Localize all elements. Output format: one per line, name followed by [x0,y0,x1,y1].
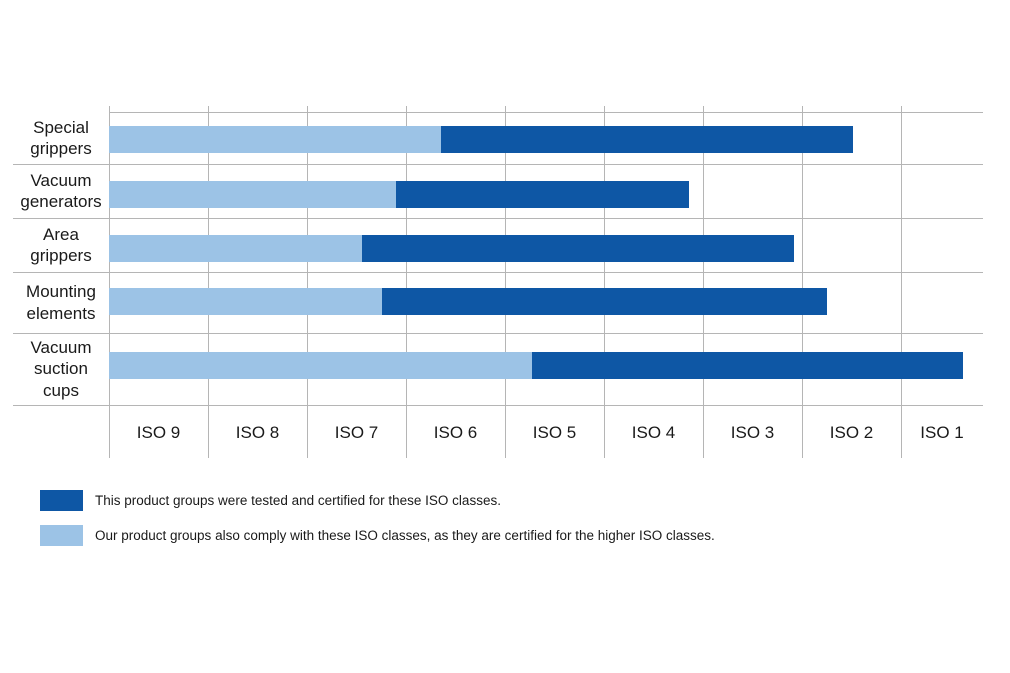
bar-comply-segment [109,288,383,315]
certified-color-swatch [40,489,83,511]
bar-comply-segment [109,235,363,262]
x-axis-line [13,405,983,406]
grid-vline [406,106,407,458]
category-label: Mounting elements [26,282,96,323]
grid-vline [703,106,704,458]
x-axis-label: ISO 4 [631,422,676,442]
legend-item: This product groups were tested and cert… [40,489,501,511]
grid-vline [208,106,209,458]
grid-vline [901,106,902,458]
bar-certified-segment [531,352,964,379]
legend-label: Our product groups also comply with thes… [95,527,715,543]
grid-vline [505,106,506,458]
x-axis-label: ISO 7 [334,422,379,442]
x-axis-label: ISO 6 [433,422,478,442]
x-axis-label: ISO 2 [829,422,874,442]
bar-comply-segment [109,126,441,153]
category-label: Special grippers [30,117,92,159]
grid-vline [802,106,803,458]
grid-hline-top [109,112,983,113]
grid-vline [604,106,605,458]
bar-comply-segment [109,352,532,379]
comply-color-swatch [40,524,83,546]
grid-vline [109,106,110,458]
x-axis-label: ISO 9 [136,422,181,442]
bar-certified-segment [382,288,827,315]
legend-item: Our product groups also comply with thes… [40,524,715,546]
x-axis-label: ISO 3 [730,422,775,442]
category-label: Vacuum suction cups [30,337,92,400]
category-label: Vacuum generators [20,170,102,212]
category-label: Area grippers [30,224,92,266]
bar-certified-segment [362,235,795,262]
grid-hline [13,218,983,219]
x-axis-label: ISO 1 [920,422,964,442]
grid-vline [307,106,308,458]
legend-label: This product groups were tested and cert… [95,492,501,508]
bar-certified-segment [396,181,690,208]
bar-comply-segment [109,181,397,208]
grid-hline [13,333,983,334]
x-axis-label: ISO 8 [235,422,280,442]
grid-hline [13,272,983,273]
x-axis-label: ISO 5 [532,422,577,442]
bar-certified-segment [440,126,854,153]
grid-hline [13,164,983,165]
